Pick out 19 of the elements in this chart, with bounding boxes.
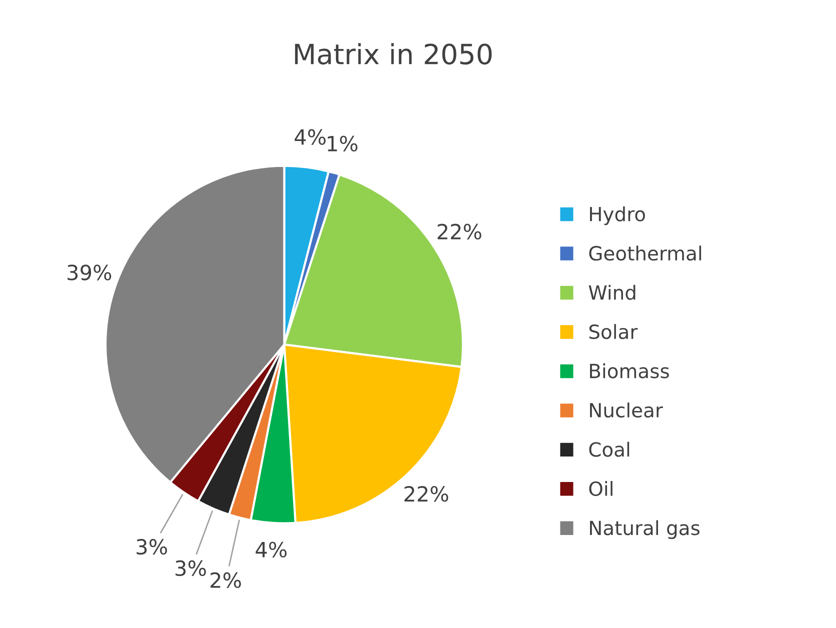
legend-label: Oil — [589, 481, 612, 496]
legend-label: Coal — [589, 442, 630, 457]
data-label: 4% — [294, 129, 326, 145]
data-label: 39% — [68, 264, 112, 280]
chart-title: Matrix in 2050 — [295, 43, 492, 65]
data-label: 22% — [404, 486, 448, 502]
legend-label: Geothermal — [589, 246, 702, 261]
legend-label: Wind — [588, 284, 636, 300]
data-label: 22% — [438, 224, 482, 240]
legend-label: Natural gas — [590, 520, 700, 540]
data-label: 1% — [328, 136, 358, 152]
data-label: 3% — [176, 560, 206, 576]
legend-label: Hydro — [590, 206, 645, 226]
data-label: 3% — [136, 538, 168, 555]
legend-label: Nuclear — [590, 402, 663, 418]
data-label: 4% — [256, 542, 287, 558]
legend-label: Solar — [589, 324, 638, 340]
data-label: 2% — [210, 572, 241, 588]
legend-label: Biomass — [590, 363, 669, 378]
